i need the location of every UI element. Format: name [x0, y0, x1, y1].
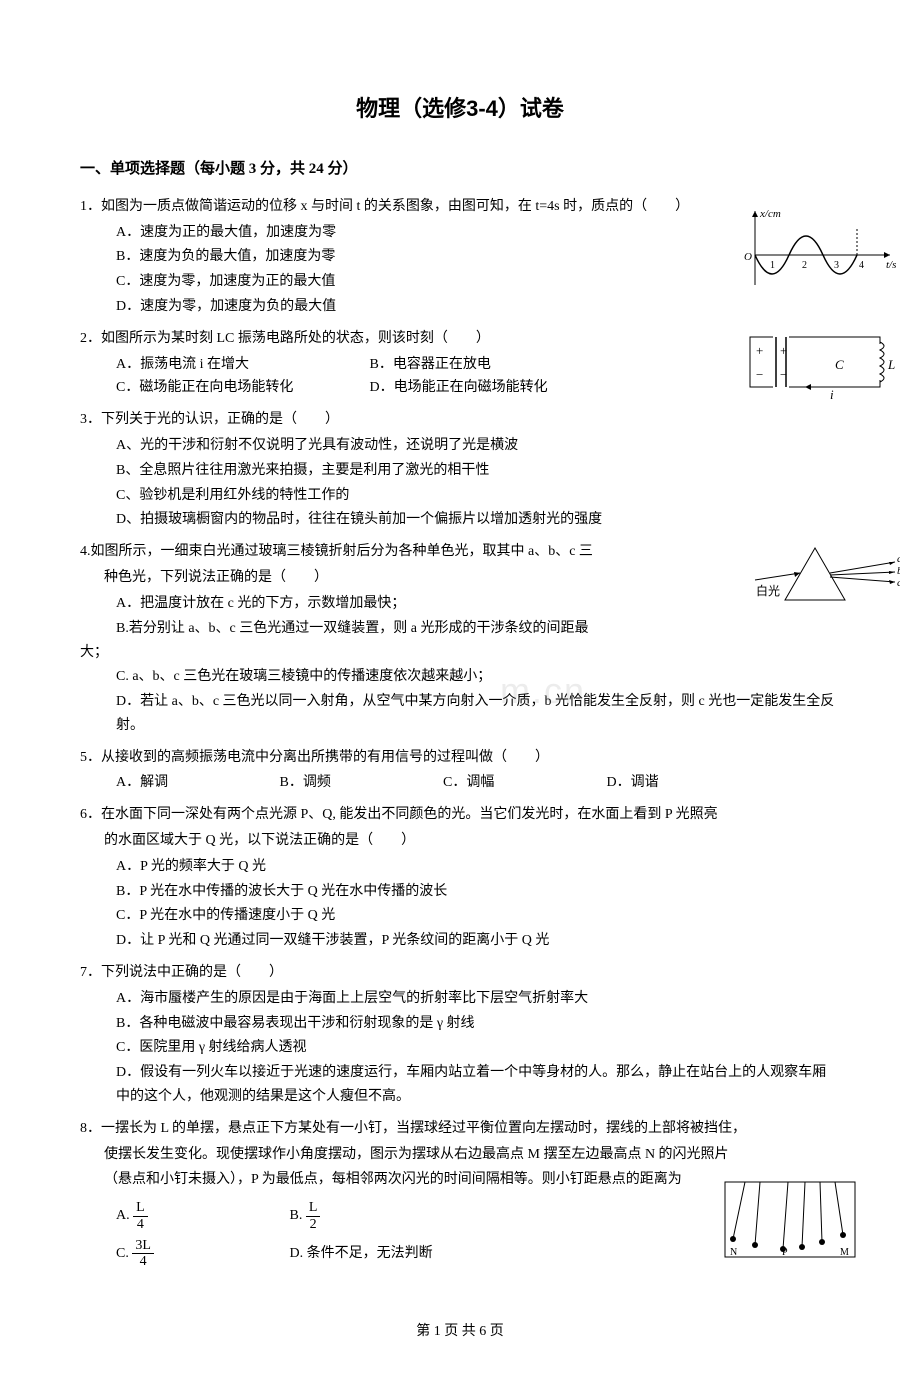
q4-opt-b-cont: 大； [80, 641, 840, 665]
question-5: 5．从接收到的高频振荡电流中分离出所携带的有用信号的过程叫做（ ） A．解调 B… [80, 746, 840, 796]
fig3-a: a [897, 553, 900, 565]
page-footer: 第 1 页 共 6 页 [80, 1320, 840, 1344]
q2-figure: + + − − C L i [740, 327, 900, 411]
q8-c-label: C. [116, 1246, 129, 1261]
q4-opt-c: C. a、b、c 三色光在玻璃三棱镜中的传播速度依次越来越小； [116, 665, 840, 689]
q2-opt-c: C．磁场能正在向电场能转化 [116, 376, 366, 400]
q8-opt-c: C. 3L4 [116, 1238, 286, 1270]
q5-opt-c: C．调幅 [443, 771, 603, 795]
question-4: 4.如图所示，一细束白光通过玻璃三棱镜折射后分为各种单色光，取其中 a、b、c … [80, 540, 840, 737]
fig3-b: b [897, 565, 900, 577]
q1-opt-b: B．速度为负的最大值，加速度为零 [116, 245, 840, 269]
q6-stem2: 的水面区域大于 Q 光，以下说法正确的是（ ） [80, 829, 840, 853]
q4-opt-d: D．若让 a、b、c 三色光以同一入射角，从空气中某方向射入一介质，b 光恰能发… [116, 690, 840, 738]
fig2-plus2: + [780, 343, 787, 358]
fig8-n: N [730, 1247, 737, 1258]
fracA-num: L [133, 1200, 148, 1216]
fig2-l: L [887, 357, 895, 372]
q2-opt-b: B．电容器正在放电 [370, 353, 620, 377]
question-3: 3．下列关于光的认识，正确的是（ ） A、光的干涉和衍射不仅说明了光具有波动性，… [80, 408, 840, 532]
q8-opt-a: A. L4 [116, 1200, 286, 1232]
exam-title: 物理（选修3-4）试卷 [80, 90, 840, 127]
fig2-c: C [835, 357, 844, 372]
fig2-minus1: − [756, 367, 763, 382]
q8-figure: N P M [720, 1177, 860, 1276]
q5-opt-b: B．调频 [280, 771, 440, 795]
q7-opt-c: C．医院里用 γ 射线给病人透视 [116, 1036, 840, 1060]
fig2-i: i [830, 387, 834, 402]
q4-opt-b: B.若分别让 a、b、c 三色光通过一双缝装置，则 a 光形成的干涉条纹的间距最 [116, 617, 840, 641]
q2-stem: 2．如图所示为某时刻 LC 振荡电路所处的状态，则该时刻（ ） [80, 327, 840, 351]
fig3-light: 白光 [756, 583, 780, 598]
q8-a-label: A. [116, 1208, 130, 1223]
q1-figure: x/cm t/s O 1 2 3 4 [740, 205, 900, 304]
q5-stem: 5．从接收到的高频振荡电流中分离出所携带的有用信号的过程叫做（ ） [80, 746, 840, 770]
q2-opt-a: A．振荡电流 i 在增大 [116, 353, 366, 377]
fig1-xlabel: t/s [886, 259, 896, 271]
fig1-t1: 1 [770, 260, 775, 271]
q1-opt-a: A．速度为正的最大值，加速度为零 [116, 221, 840, 245]
q3-stem: 3．下列关于光的认识，正确的是（ ） [80, 408, 840, 432]
fig1-t2: 2 [802, 260, 807, 271]
q8-opt-b: B. L2 [290, 1200, 460, 1232]
q2-opt-d: D．电场能正在向磁场能转化 [370, 376, 620, 400]
q3-opt-c: C、验钞机是利用红外线的特性工作的 [116, 484, 840, 508]
fig3-c: c [897, 577, 900, 589]
question-2: 2．如图所示为某时刻 LC 振荡电路所处的状态，则该时刻（ ） A．振荡电流 i… [80, 327, 840, 400]
q4-stem2: 种色光，下列说法正确的是（ ） [80, 566, 840, 590]
q3-opt-a: A、光的干涉和衍射不仅说明了光具有波动性，还说明了光是横波 [116, 434, 840, 458]
q7-opt-a: A．海市蜃楼产生的原因是由于海面上上层空气的折射率比下层空气折射率大 [116, 987, 840, 1011]
fig2-plus1: + [756, 343, 763, 358]
question-1: 1．如图为一质点做简谐运动的位移 x 与时间 t 的关系图象，由图可知，在 t=… [80, 195, 840, 319]
section-header: 一、单项选择题（每小题 3 分，共 24 分） [80, 157, 840, 183]
q8-b-label: B. [290, 1208, 303, 1223]
q7-stem: 7．下列说法中正确的是（ ） [80, 961, 840, 985]
fig1-ylabel: x/cm [759, 208, 781, 220]
q4-stem1: 4.如图所示，一细束白光通过玻璃三棱镜折射后分为各种单色光，取其中 a、b、c … [80, 540, 840, 564]
q5-opt-d: D．调谐 [607, 771, 767, 795]
fracC-den: 4 [132, 1254, 154, 1269]
q6-stem1: 6．在水面下同一深处有两个点光源 P、Q, 能发出不同颜色的光。当它们发光时，在… [80, 803, 840, 827]
fracB-num: L [306, 1200, 321, 1216]
q1-opt-c: C．速度为零，加速度为正的最大值 [116, 270, 840, 294]
q4-opt-a: A．把温度计放在 c 光的下方，示数增加最快； [116, 592, 840, 616]
fig8-p: P [782, 1247, 788, 1258]
fracB-den: 2 [306, 1217, 321, 1232]
question-7: 7．下列说法中正确的是（ ） A．海市蜃楼产生的原因是由于海面上上层空气的折射率… [80, 961, 840, 1109]
q6-opt-b: B．P 光在水中传播的波长大于 Q 光在水中传播的波长 [116, 880, 840, 904]
fracC-num: 3L [132, 1238, 154, 1254]
q6-opt-c: C．P 光在水中的传播速度小于 Q 光 [116, 904, 840, 928]
q6-opt-a: A．P 光的频率大于 Q 光 [116, 855, 840, 879]
q7-opt-d: D．假设有一列火车以接近于光速的速度运行，车厢内站立着一个中等身材的人。那么，静… [116, 1061, 840, 1109]
q7-opt-b: B．各种电磁波中最容易表现出干涉和衍射现象的是 γ 射线 [116, 1012, 840, 1036]
q5-opt-a: A．解调 [116, 771, 276, 795]
question-6: 6．在水面下同一深处有两个点光源 P、Q, 能发出不同颜色的光。当它们发光时，在… [80, 803, 840, 953]
q8-opt-d: D. 条件不足，无法判断 [290, 1242, 550, 1266]
q6-opt-d: D．让 P 光和 Q 光通过同一双缝干涉装置，P 光条纹间的距离小于 Q 光 [116, 929, 840, 953]
fracA-den: 4 [133, 1217, 148, 1232]
q3-opt-d: D、拍摄玻璃橱窗内的物品时，往往在镜头前加一个偏振片以增加透射光的强度 [116, 508, 840, 532]
fig8-m: M [840, 1247, 849, 1258]
q1-stem: 1．如图为一质点做简谐运动的位移 x 与时间 t 的关系图象，由图可知，在 t=… [80, 195, 840, 219]
fig1-t3: 3 [834, 260, 839, 271]
fig2-minus2: − [780, 367, 787, 382]
q4-figure: 白光 a b c [750, 540, 900, 629]
fig1-t4: 4 [859, 260, 864, 271]
fig1-origin: O [744, 251, 752, 263]
q8-stem1: 8．一摆长为 L 的单摆，悬点正下方某处有一小钉，当摆球经过平衡位置向左摆动时，… [80, 1117, 840, 1141]
q8-stem2: 使摆长发生变化。现使摆球作小角度摆动，图示为摆球从右边最高点 M 摆至左边最高点… [80, 1143, 840, 1167]
question-8: 8．一摆长为 L 的单摆，悬点正下方某处有一小钉，当摆球经过平衡位置向左摆动时，… [80, 1117, 840, 1270]
q3-opt-b: B、全息照片往往用激光来拍摄，主要是利用了激光的相干性 [116, 459, 840, 483]
q1-opt-d: D．速度为零，加速度为负的最大值 [116, 295, 840, 319]
